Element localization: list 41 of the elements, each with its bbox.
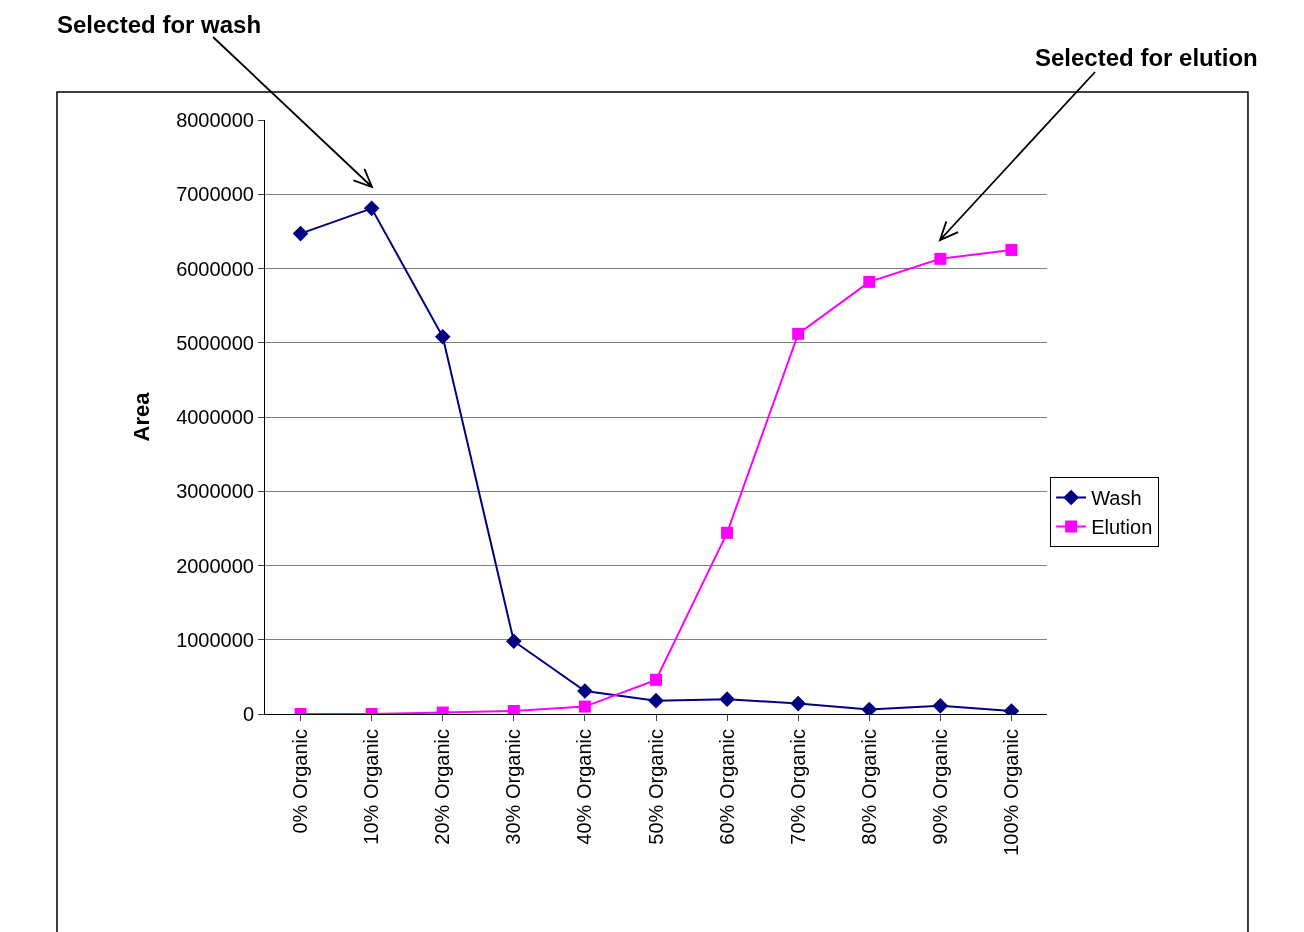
y-tick-label: 8000000	[176, 109, 254, 131]
point	[578, 700, 591, 713]
point	[577, 683, 593, 699]
point	[434, 329, 451, 345]
x-tick-label: 70% Organic	[786, 729, 809, 845]
point	[648, 692, 664, 709]
y-tick-label: 1000000	[176, 628, 254, 651]
x-tick-label: 40% Organic	[573, 729, 596, 845]
text: Selected for elution	[1035, 44, 1258, 71]
x-tick-label: 0% Organic	[289, 729, 312, 834]
y-axis-title: Area	[128, 391, 154, 442]
x-tick-label: 60% Organic	[715, 729, 738, 845]
point	[292, 225, 309, 242]
point	[506, 633, 522, 650]
x-tick-label: 30% Organic	[502, 729, 525, 845]
y-tick-label: 6000000	[176, 257, 254, 280]
text: Selected for wash	[57, 11, 262, 38]
x-tick-label: 80% Organic	[857, 729, 880, 845]
x-tick-label: 20% Organic	[431, 729, 454, 845]
x-tick-label: 10% Organic	[360, 729, 383, 845]
point	[863, 275, 876, 288]
point	[790, 695, 806, 712]
point	[932, 698, 949, 714]
legend-label: Elution	[1091, 516, 1153, 539]
point	[792, 327, 805, 340]
x-tick-label: 90% Organic	[928, 729, 951, 845]
point	[1005, 243, 1018, 256]
legend-label: Wash	[1091, 487, 1142, 510]
point	[363, 200, 380, 217]
point	[934, 252, 947, 265]
y-tick-label: 5000000	[176, 331, 254, 354]
x-tick-label: 100% Organic	[999, 729, 1022, 856]
point	[721, 526, 734, 539]
point	[719, 691, 735, 707]
x-tick-label: 50% Organic	[644, 729, 667, 845]
y-tick-label: 2000000	[176, 554, 254, 577]
point	[650, 673, 662, 686]
y-tick-label: 0	[242, 703, 254, 725]
y-tick-label: 4000000	[176, 406, 254, 428]
y-tick-label: 7000000	[176, 183, 254, 206]
y-tick-label: 3000000	[176, 480, 254, 503]
